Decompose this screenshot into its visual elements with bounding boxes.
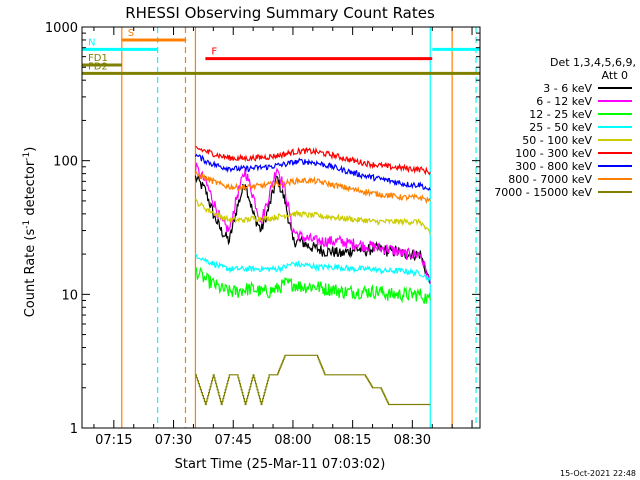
flag-label: F: [211, 47, 217, 58]
series-line: [194, 162, 431, 284]
legend-label: 300 - 800 keV: [515, 160, 592, 173]
chart-title: RHESSI Observing Summary Count Rates: [125, 4, 435, 22]
y-tick-label: 100: [53, 155, 78, 170]
flag-label: FD2: [88, 61, 108, 72]
legend-title-attenuator: Att 0: [602, 69, 628, 82]
x-tick-label: 07:45: [215, 433, 252, 448]
y-axis-label: Count Rate (s-1 detector-1): [22, 147, 38, 318]
x-tick-label: 07:15: [95, 433, 132, 448]
legend-label: 100 - 300 keV: [515, 147, 592, 160]
series-line: [195, 354, 431, 406]
legend-label: 3 - 6 keV: [543, 82, 592, 95]
y-tick-label: 1000: [45, 21, 78, 36]
flag-label: N: [88, 37, 95, 48]
series-line: [194, 253, 431, 283]
flag-label: S: [128, 28, 134, 39]
legend-title-detectors: Det 1,3,4,5,6,9,: [550, 56, 636, 69]
series-line: [195, 146, 431, 176]
flag-label: FD1: [88, 53, 108, 64]
legend-label: 7000 - 15000 keV: [494, 186, 592, 199]
series-line: [194, 198, 431, 235]
x-tick-label: 08:30: [394, 433, 431, 448]
legend-label: 800 - 7000 keV: [508, 173, 592, 186]
y-tick-label: 1: [70, 422, 78, 437]
legend-label: 6 - 12 keV: [536, 95, 592, 108]
legend-label: 25 - 50 keV: [529, 121, 592, 134]
x-axis-label: Start Time (25-Mar-11 07:03:02): [175, 457, 386, 472]
series-line: [194, 170, 431, 205]
legend-label: 12 - 25 keV: [529, 108, 592, 121]
x-tick-label: 08:00: [274, 433, 311, 448]
plot-frame: [81, 26, 481, 429]
series-line: [194, 153, 431, 192]
x-tick-label: 08:15: [334, 433, 371, 448]
y-tick-label: 10: [61, 288, 78, 303]
x-tick-label: 07:30: [155, 433, 192, 448]
footer-timestamp: 15-Oct-2021 22:48: [560, 469, 636, 478]
series-line: [194, 266, 431, 304]
legend-label: 50 - 100 keV: [522, 134, 592, 147]
